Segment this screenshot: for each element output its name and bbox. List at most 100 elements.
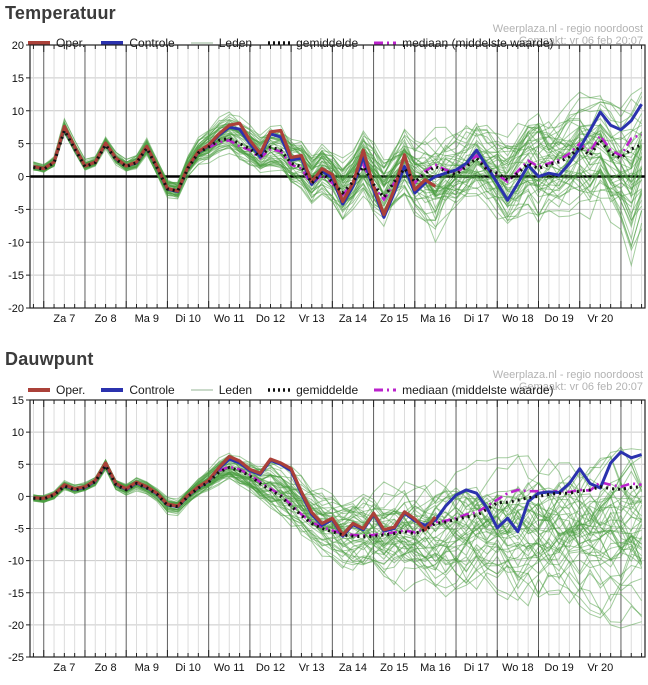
ensemble-member-line bbox=[33, 91, 642, 185]
legend-label: Controle bbox=[129, 383, 175, 397]
y-axis-tick-label: 10 bbox=[12, 106, 24, 118]
x-axis-day-label: Vr 13 bbox=[299, 662, 325, 674]
watermark-created: Gemaakt: vr 06 feb 20:07 bbox=[518, 35, 643, 47]
x-axis-day-label: Wo 18 bbox=[502, 662, 534, 674]
y-axis-tick-label: 5 bbox=[18, 139, 24, 151]
x-axis-day-label: Za 14 bbox=[339, 662, 367, 674]
dotted-line-swatch-icon bbox=[268, 388, 291, 392]
x-axis-day-label: Do 19 bbox=[544, 662, 573, 674]
temperatuur-plot: -20 -15 -10 -5 0 5 10 15 20 Za 7 Zo 8 Ma 9 Di 10 Wo 1… bbox=[8, 40, 646, 325]
y-axis-tick-label: -25 bbox=[8, 652, 24, 664]
legend-item-oper: Oper. bbox=[27, 383, 85, 397]
chart-title-temperatuur: Temperatuur bbox=[5, 3, 116, 23]
legend-label: Controle bbox=[129, 36, 175, 50]
legend-item-controle: Controle bbox=[100, 36, 175, 50]
y-axis-tick-label: 0 bbox=[18, 491, 24, 503]
x-axis-day-label: Ma 9 bbox=[135, 313, 159, 325]
y-axis-tick-label: -20 bbox=[8, 303, 24, 315]
legend-item-mediaan: mediaan (middelste waarde) bbox=[373, 36, 554, 50]
x-axis-day-label: Zo 8 bbox=[95, 662, 117, 674]
x-axis-day-label: Di 17 bbox=[464, 662, 490, 674]
legend-item-leden: Leden bbox=[190, 36, 252, 50]
solid-line-swatch-icon bbox=[28, 41, 50, 45]
x-axis-day-label: Do 12 bbox=[256, 313, 285, 325]
dauwpunt-plot: -25 -20 -15 -10 -5 0 5 10 15 Za 7 Zo 8 Ma 9 Di 10 Wo … bbox=[8, 395, 646, 674]
y-axis-tick-label: 10 bbox=[12, 427, 24, 439]
y-axis-tick-label: 15 bbox=[12, 395, 24, 407]
x-axis-day-label: Di 10 bbox=[175, 313, 201, 325]
x-axis-day-label: Za 14 bbox=[339, 313, 367, 325]
x-axis-day-label: Ma 16 bbox=[420, 313, 451, 325]
legend-label: Oper. bbox=[56, 36, 86, 50]
legend-label: Leden bbox=[218, 383, 253, 397]
legend-label: Leden bbox=[218, 36, 253, 50]
y-axis-tick-label: -10 bbox=[8, 237, 24, 249]
dashdot-line-swatch-icon bbox=[374, 41, 397, 45]
x-axis-day-label: Di 17 bbox=[464, 313, 490, 325]
y-axis-tick-label: -10 bbox=[8, 556, 24, 568]
legend-temperatuur: Oper. Controle Leden gemiddelde mediaan (mid… bbox=[27, 36, 569, 50]
x-axis-day-label: Zo 15 bbox=[380, 313, 408, 325]
y-axis-tick-label: 20 bbox=[12, 40, 24, 52]
watermark-source: Weerplaza.nl - regio noordoost bbox=[492, 369, 643, 381]
x-axis-day-label: Zo 15 bbox=[380, 662, 408, 674]
x-axis-day-label: Za 7 bbox=[53, 662, 75, 674]
x-axis-day-label: Do 19 bbox=[544, 313, 573, 325]
watermark-temperatuur: Weerplaza.nl - regio noordoost Gemaakt: … bbox=[493, 23, 643, 47]
x-axis-day-label: Di 10 bbox=[175, 662, 201, 674]
solid-line-swatch-icon bbox=[28, 388, 50, 392]
x-axis-day-label: Wo 11 bbox=[214, 662, 245, 674]
ensemble-member-line bbox=[33, 466, 643, 552]
x-axis-day-label: Vr 13 bbox=[299, 313, 325, 325]
x-axis-day-label: Za 7 bbox=[53, 313, 75, 325]
y-axis-tick-label: 0 bbox=[18, 172, 24, 184]
thin-line-swatch-icon bbox=[190, 389, 213, 391]
legend-item-controle: Controle bbox=[100, 383, 175, 397]
x-axis-day-label: Ma 16 bbox=[420, 662, 451, 674]
ensemble-member-line bbox=[33, 468, 642, 587]
y-axis-tick-label: 5 bbox=[18, 459, 24, 471]
x-axis-day-label: Vr 20 bbox=[587, 662, 613, 674]
legend-label: mediaan (middelste waarde) bbox=[402, 36, 554, 50]
ensemble-member-line bbox=[33, 130, 643, 226]
ensemble-member-line bbox=[33, 91, 643, 187]
gemiddelde-line bbox=[33, 126, 643, 201]
x-axis-day-label: Ma 9 bbox=[135, 662, 159, 674]
y-axis-tick-label: 15 bbox=[12, 73, 24, 85]
legend-item-oper: Oper. bbox=[27, 36, 85, 50]
legend-label: mediaan (middelste waarde) bbox=[402, 383, 554, 397]
chart-title-dauwpunt: Dauwpunt bbox=[5, 349, 94, 369]
y-axis-tick-label: -15 bbox=[8, 270, 24, 282]
ensemble-member-line bbox=[33, 445, 643, 528]
dashdot-line-swatch-icon bbox=[374, 388, 397, 392]
x-axis-day-label: Zo 8 bbox=[95, 313, 117, 325]
legend-item-gemiddelde: gemiddelde bbox=[267, 383, 358, 397]
y-axis-tick-label: -5 bbox=[14, 204, 24, 216]
ensemble-member-line bbox=[33, 118, 643, 184]
ensemble-member-line bbox=[33, 130, 643, 222]
x-axis-day-label: Vr 20 bbox=[587, 313, 613, 325]
ensemble-member-line bbox=[33, 465, 643, 585]
y-axis-tick-label: -20 bbox=[8, 620, 24, 632]
legend-item-leden: Leden bbox=[190, 383, 252, 397]
watermark-source: Weerplaza.nl - regio noordoost bbox=[492, 23, 643, 35]
legend-label: Oper. bbox=[56, 383, 86, 397]
legend-label: gemiddelde bbox=[296, 383, 359, 397]
x-axis-day-label: Wo 18 bbox=[502, 313, 534, 325]
legend-dauwpunt: Oper. Controle Leden gemiddelde mediaan (mid… bbox=[27, 383, 569, 397]
watermark-created: Gemaakt: vr 06 feb 20:07 bbox=[518, 381, 643, 393]
dotted-line-swatch-icon bbox=[268, 41, 291, 45]
ensemble-member-line bbox=[33, 103, 642, 188]
x-axis-day-label: Do 12 bbox=[256, 662, 285, 674]
x-axis-day-label: Wo 11 bbox=[214, 313, 245, 325]
solid-line-swatch-icon bbox=[101, 41, 124, 45]
solid-line-swatch-icon bbox=[101, 388, 124, 392]
y-axis-tick-label: -5 bbox=[14, 524, 24, 536]
y-axis-tick-label: -15 bbox=[8, 588, 24, 600]
legend-item-mediaan: mediaan (middelste waarde) bbox=[373, 383, 554, 397]
ensemble-member-line bbox=[33, 454, 642, 529]
ensemble-member-line bbox=[33, 113, 643, 186]
thin-line-swatch-icon bbox=[190, 42, 213, 44]
